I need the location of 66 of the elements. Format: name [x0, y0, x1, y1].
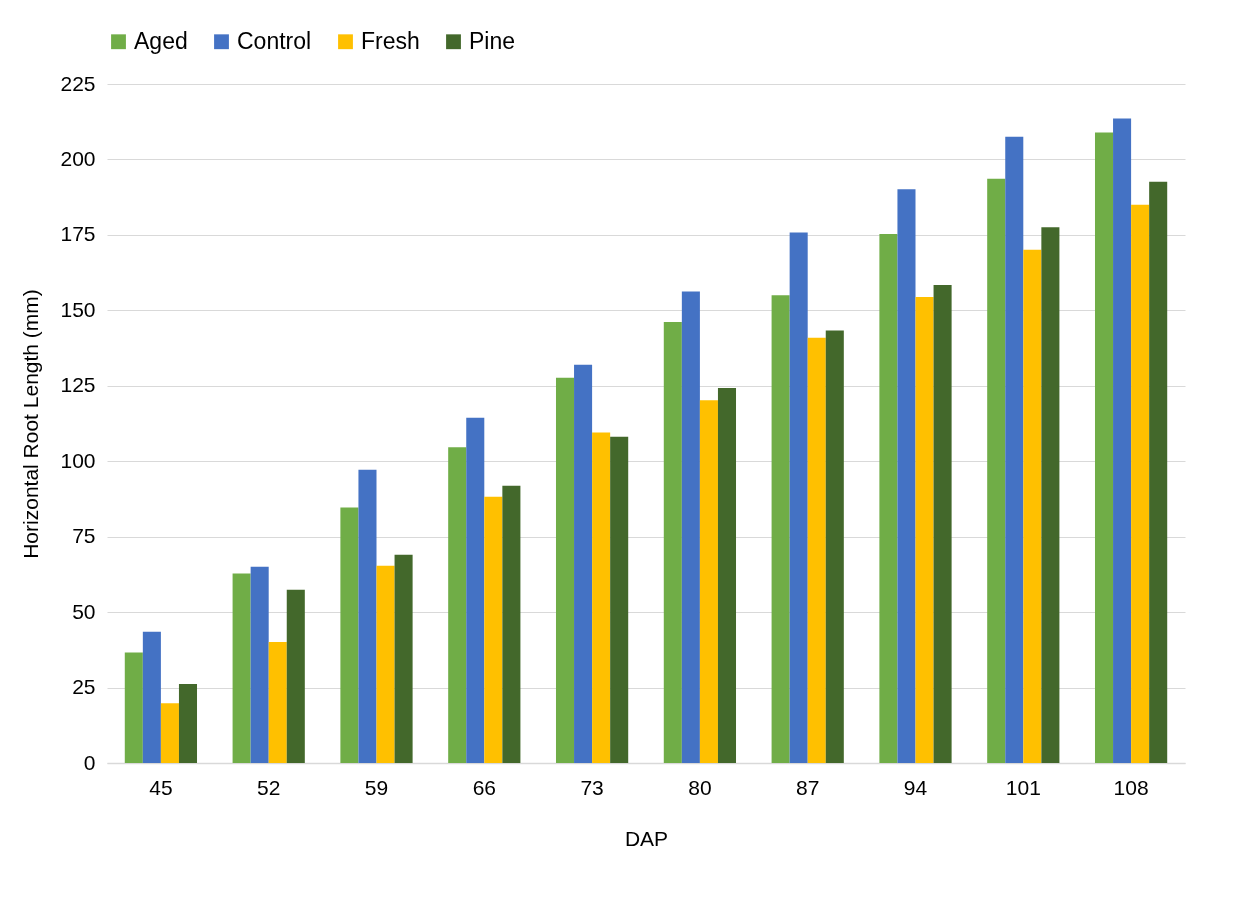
y-tick-label: 50 — [72, 599, 96, 623]
bar — [574, 364, 593, 763]
x-tick-label: 108 — [1113, 775, 1149, 799]
bar — [699, 400, 718, 763]
bar — [1149, 181, 1168, 763]
bar — [376, 565, 395, 763]
x-tick-label: 52 — [257, 775, 281, 799]
legend-label: Control — [237, 27, 312, 54]
bar — [466, 417, 485, 763]
bar — [142, 631, 161, 763]
y-axis-title: Horizontal Root Length (mm) — [19, 289, 43, 559]
bar — [484, 496, 503, 763]
bar — [178, 683, 198, 763]
x-tick-label: 59 — [364, 775, 389, 799]
y-tick-label: 175 — [60, 222, 96, 246]
bar — [771, 295, 790, 763]
x-axis-title: DAP — [624, 826, 669, 850]
x-tick-label: 80 — [688, 775, 712, 799]
x-tick-label: 87 — [796, 775, 820, 799]
bar — [987, 178, 1006, 763]
bar — [592, 432, 611, 763]
x-tick-label: 45 — [149, 775, 173, 799]
bar — [825, 330, 844, 763]
bar — [1041, 227, 1060, 763]
y-tick-label: 150 — [60, 297, 96, 321]
bar — [250, 566, 269, 763]
bar — [555, 377, 575, 763]
legend-label: Fresh — [361, 27, 420, 54]
bar — [789, 232, 808, 763]
bar — [502, 485, 521, 763]
bar — [340, 507, 359, 763]
bar — [610, 436, 629, 763]
y-tick-label: 75 — [72, 524, 96, 548]
bar — [160, 703, 179, 763]
legend-label: Pine — [469, 27, 516, 54]
bar — [358, 469, 377, 763]
bar — [1005, 136, 1024, 763]
bar — [1113, 118, 1132, 763]
x-tick-label: 101 — [1005, 775, 1041, 799]
bar — [897, 189, 916, 763]
bar — [394, 554, 413, 763]
x-tick-label: 73 — [580, 775, 604, 799]
x-tick-label: 94 — [903, 775, 928, 799]
y-tick-label: 0 — [83, 750, 96, 774]
bar — [807, 337, 826, 763]
bar — [1023, 249, 1042, 763]
bar — [879, 233, 898, 763]
y-tick-label: 100 — [60, 448, 96, 472]
y-tick-label: 25 — [72, 675, 96, 699]
bar — [232, 573, 251, 763]
bar — [1094, 132, 1114, 763]
bar — [681, 291, 700, 763]
bar — [933, 284, 952, 763]
bar — [286, 589, 305, 763]
bar — [663, 322, 682, 763]
x-tick-label: 66 — [472, 775, 496, 799]
y-tick-label: 125 — [60, 373, 96, 397]
bar — [124, 652, 143, 763]
bar — [1131, 204, 1150, 763]
bar — [717, 387, 737, 763]
bar — [448, 447, 467, 763]
y-tick-label: 225 — [60, 71, 96, 95]
bar — [268, 641, 287, 763]
y-tick-label: 200 — [60, 146, 96, 170]
legend-label: Aged — [134, 27, 188, 54]
bar — [915, 297, 934, 763]
